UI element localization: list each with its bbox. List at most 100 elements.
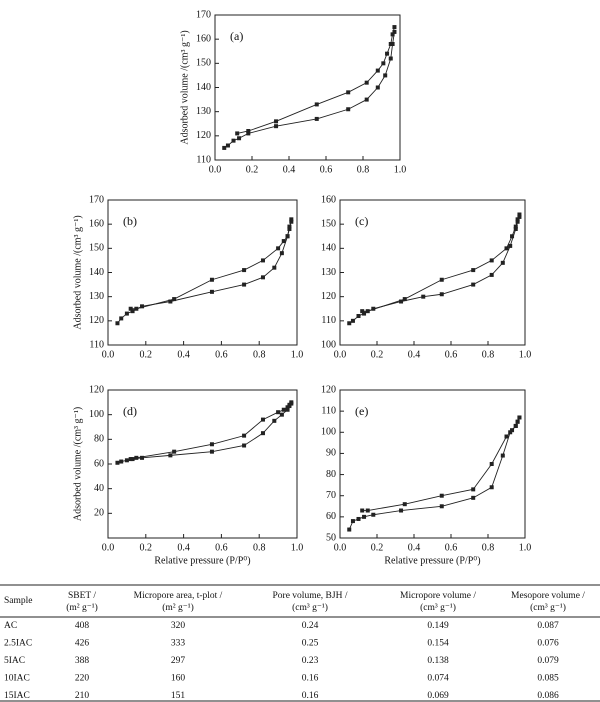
table-cell: 0.16 — [302, 674, 319, 684]
data-point — [134, 455, 139, 460]
y-tick-label: 40 — [94, 483, 104, 494]
data-point — [489, 485, 494, 490]
y-tick-label: 130 — [321, 267, 336, 278]
data-point — [362, 311, 367, 316]
x-tick-label: 1.0 — [519, 349, 532, 360]
data-point — [513, 423, 518, 428]
data-point — [128, 306, 133, 311]
data-point — [314, 102, 319, 107]
isotherm-line — [362, 214, 520, 312]
table-cell: 220 — [75, 674, 90, 684]
table-header: SBET / — [68, 591, 96, 601]
x-tick-label: 0.2 — [246, 164, 259, 175]
data-point — [390, 32, 395, 37]
data-point — [285, 405, 290, 410]
data-point — [392, 25, 397, 30]
y-tick-label: 120 — [321, 291, 336, 302]
data-point — [124, 311, 129, 316]
data-point — [513, 227, 518, 231]
data-point — [388, 56, 393, 61]
data-point — [364, 97, 369, 102]
y-tick-label: 100 — [89, 409, 104, 420]
data-point — [517, 214, 522, 219]
panel-label: (a) — [230, 29, 243, 43]
table-cell: 426 — [75, 639, 90, 649]
data-point — [279, 251, 284, 256]
y-tick-label: 160 — [196, 33, 211, 44]
data-point — [209, 289, 214, 294]
data-point — [347, 527, 352, 532]
table: Sample SBET /(m² g⁻¹)Micropore area, t-pl… — [0, 584, 600, 702]
data-point — [402, 297, 407, 302]
data-point — [287, 402, 292, 407]
y-tick-label: 70 — [326, 490, 336, 501]
table-header: Micropore volume / — [400, 591, 476, 601]
table-cell: 160 — [171, 674, 186, 684]
y-tick-label: 100 — [321, 427, 336, 438]
chart: 0.0 0.2 0.4 0.6 0.8 1.0 100 110 120 130 140 150 160 (… — [321, 194, 531, 360]
table-cell: 0.23 — [302, 656, 319, 666]
data-point — [360, 309, 365, 314]
x-tick-label: 0.0 — [102, 349, 115, 360]
data-point — [399, 508, 404, 513]
data-point — [115, 321, 120, 326]
x-tick-label: 0.6 — [445, 349, 458, 360]
table-cell: 0.079 — [537, 656, 559, 666]
table-cell: 0.16 — [302, 691, 319, 701]
data-point — [289, 219, 294, 224]
table-cell: 0.154 — [427, 639, 449, 649]
y-tick-label: 120 — [321, 384, 336, 395]
data-point — [272, 265, 277, 270]
data-point — [510, 234, 515, 239]
y-tick-label: 60 — [326, 511, 336, 522]
table-cell: 0.138 — [427, 656, 449, 666]
table-header: Micropore area, t-plot / — [134, 591, 223, 601]
y-tick-label: 160 — [321, 194, 336, 205]
data-point — [281, 407, 286, 412]
x-tick-label: 0.4 — [177, 542, 190, 553]
data-point — [172, 449, 177, 454]
data-point — [285, 234, 290, 239]
data-point — [517, 415, 522, 420]
data-point — [281, 239, 286, 244]
table-header: (m² g⁻¹) — [162, 602, 194, 613]
x-tick-label: 0.6 — [445, 542, 458, 553]
y-tick-label: 150 — [196, 58, 211, 69]
y-tick-label: 130 — [89, 291, 104, 302]
data-point — [362, 514, 367, 519]
data-point — [276, 246, 281, 251]
x-tick-label: 0.2 — [140, 349, 153, 360]
data-point — [504, 246, 509, 251]
table-cell: 0.085 — [537, 674, 559, 684]
isotherm-line — [130, 219, 292, 310]
data-point — [365, 309, 370, 314]
data-point — [513, 224, 518, 229]
table-cell: 5IAC — [4, 656, 25, 666]
data-point — [274, 119, 279, 124]
data-point — [231, 138, 236, 143]
table-cell: 333 — [171, 639, 186, 649]
y-tick-label: 160 — [89, 218, 104, 229]
data-point — [392, 29, 397, 34]
data-point — [130, 309, 135, 314]
y-tick-label: 120 — [89, 384, 104, 395]
table-cell: 0.25 — [302, 639, 319, 649]
data-point — [237, 136, 242, 141]
data-point — [346, 90, 351, 95]
data-point — [209, 449, 214, 454]
table-cell: 0.069 — [427, 691, 449, 701]
table-cell: 388 — [75, 656, 90, 666]
data-point — [222, 145, 227, 150]
panel-label: (e) — [355, 404, 368, 418]
panel-label: (c) — [355, 214, 368, 228]
data-point — [375, 85, 380, 90]
y-tick-label: 140 — [196, 82, 211, 93]
data-point — [508, 243, 513, 248]
data-point — [260, 258, 265, 263]
data-point — [285, 407, 290, 412]
data-point — [314, 116, 319, 121]
data-point — [140, 455, 145, 460]
data-point — [225, 143, 230, 148]
table-header: (cm³ g⁻¹) — [292, 602, 328, 613]
table-header: (m² g⁻¹) — [66, 602, 98, 613]
